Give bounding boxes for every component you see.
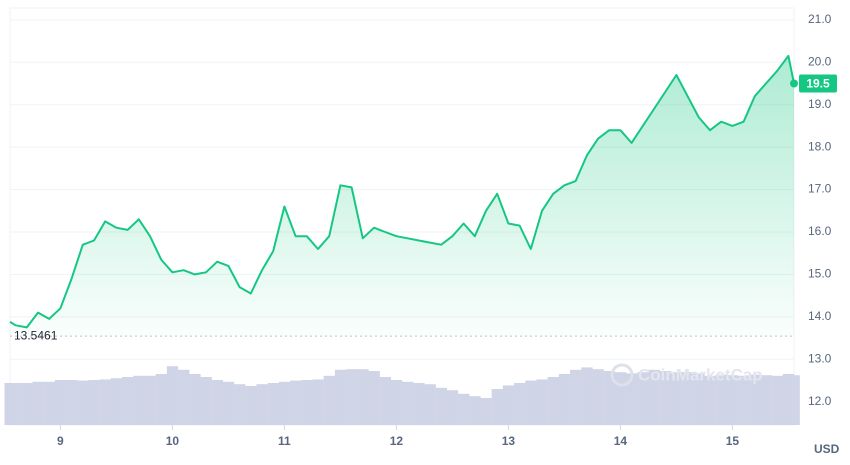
volume-bar — [379, 377, 392, 425]
volume-bar — [346, 369, 358, 425]
current-price-tag — [799, 74, 837, 93]
y-tick-label: 12.0 — [808, 394, 832, 408]
volume-bar — [122, 377, 134, 425]
volume-bar — [402, 381, 414, 425]
volume-bar — [788, 375, 800, 425]
y-tick-label: 15.0 — [808, 267, 832, 281]
volume-bar — [581, 367, 593, 425]
volume-bar — [278, 381, 291, 425]
y-tick-label: 13.0 — [808, 351, 832, 365]
volume-bar — [491, 389, 504, 425]
x-tick-label: 12 — [390, 434, 404, 448]
currency-label: USD — [814, 442, 840, 456]
x-tick-label: 14 — [614, 434, 628, 448]
volume-bar — [267, 383, 280, 425]
volume-bar — [312, 379, 324, 425]
volume-bar — [715, 374, 728, 425]
y-tick-label: 21.0 — [808, 12, 832, 26]
volume-bar — [547, 377, 560, 425]
watermark-group: CoinMarketCap — [610, 363, 763, 387]
volume-bar — [10, 383, 22, 425]
volume-bar — [637, 372, 649, 425]
volume-bar — [682, 372, 694, 425]
volume-bar — [200, 377, 212, 425]
y-tick-label: 17.0 — [808, 182, 832, 196]
y-tick-label: 19.0 — [808, 97, 832, 111]
volume-bar — [648, 369, 660, 425]
volume-bar — [693, 373, 705, 425]
volume-bar — [234, 384, 246, 425]
volume-bar — [502, 385, 515, 425]
x-tick-label: 13 — [502, 434, 516, 448]
volume-bar — [144, 375, 156, 425]
volume-bar — [570, 369, 582, 425]
volume-bar — [525, 380, 537, 425]
volume-bar — [99, 379, 112, 425]
volume-bar — [178, 369, 190, 425]
volume-bar — [357, 369, 369, 425]
y-tick-label: 14.0 — [808, 309, 832, 323]
volume-bar — [189, 374, 201, 425]
volume-bar — [626, 373, 638, 425]
volume-bar — [771, 375, 784, 425]
volume-bar — [514, 383, 526, 425]
watermark-text: CoinMarketCap — [638, 365, 763, 384]
volume-bar — [334, 369, 347, 425]
volume-bar — [155, 374, 168, 425]
volume-bar — [301, 380, 313, 425]
y-tick-label: 20.0 — [808, 54, 832, 68]
x-tick-label: 11 — [278, 434, 291, 448]
volume-bar — [77, 380, 89, 425]
volume-bar — [726, 375, 739, 425]
volume-bar — [558, 374, 571, 425]
volume-bar — [32, 381, 44, 425]
y-tick-label: 18.0 — [808, 139, 832, 153]
volume-bar — [614, 372, 627, 425]
volume-bar — [704, 375, 716, 425]
x-tick-label: 15 — [726, 434, 740, 448]
volume-bar — [21, 383, 33, 425]
volume-bar — [66, 380, 78, 425]
price-line — [9, 54, 795, 329]
volume-bar — [368, 371, 380, 425]
volume-bar — [110, 378, 123, 425]
volume-bar — [592, 369, 604, 425]
volume-bar — [166, 366, 179, 425]
volume-bar — [536, 379, 548, 425]
x-tick-label: 9 — [57, 434, 64, 448]
volume-bar — [256, 384, 268, 425]
current-price-label: 19.5 — [806, 77, 830, 91]
volume-bar — [323, 375, 336, 425]
y-tick-label: 16.0 — [808, 224, 832, 238]
volume-bar — [211, 380, 224, 425]
volume-bar — [738, 375, 750, 425]
volume-bar — [603, 371, 616, 425]
volume-bar — [43, 381, 56, 425]
current-price-dot — [790, 79, 798, 88]
volume-bar — [435, 387, 448, 425]
volume-bar — [390, 380, 403, 425]
volume-bar — [446, 390, 459, 425]
price-area — [10, 55, 794, 337]
volume-bar — [424, 384, 436, 425]
volume-bar — [469, 396, 481, 425]
volume-bar — [760, 375, 772, 425]
volume-bar — [413, 383, 425, 425]
volume-bar — [245, 386, 257, 425]
volume-bar — [133, 375, 145, 425]
volume-bar — [659, 371, 672, 425]
volume-bar — [670, 372, 683, 425]
volume-bar — [88, 380, 100, 425]
volume-bar — [458, 393, 470, 425]
volume-bar — [480, 398, 492, 425]
volume-bar — [749, 374, 761, 425]
volume-bar — [54, 380, 67, 425]
watermark-logo — [610, 363, 634, 387]
volume-bar — [222, 381, 235, 425]
x-tick-label: 10 — [166, 434, 180, 448]
volume-bar — [290, 380, 302, 425]
